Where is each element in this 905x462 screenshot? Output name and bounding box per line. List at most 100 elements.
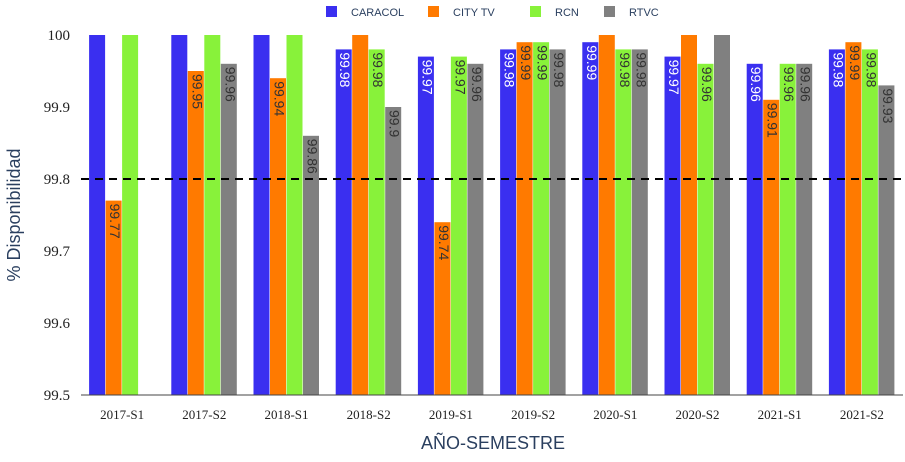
bar[interactable] xyxy=(204,35,221,395)
bar-data-label: 99.97 xyxy=(419,60,435,95)
y-tick-label: 99.9 xyxy=(44,100,70,116)
bar-data-label: 99.97 xyxy=(452,60,468,95)
bar[interactable] xyxy=(434,222,451,395)
x-tick-label: 2017-S1 xyxy=(100,407,144,422)
bar-data-label: 99.99 xyxy=(584,45,600,80)
bar[interactable] xyxy=(220,63,237,396)
legend-label: CITY TV xyxy=(453,7,495,19)
bar[interactable] xyxy=(303,135,319,396)
x-tick-label: 2019-S2 xyxy=(511,407,555,422)
bar[interactable] xyxy=(270,78,286,395)
bar-data-label: 99.96 xyxy=(222,67,238,102)
bar-data-label: 99.86 xyxy=(305,139,321,174)
bar-data-label: 99.93 xyxy=(880,88,896,123)
x-tick-label: 2021-S2 xyxy=(840,407,884,422)
bar-data-label: 99.99 xyxy=(847,45,863,80)
legend-label: CARACOL xyxy=(351,7,404,19)
bar[interactable] xyxy=(828,49,845,396)
y-tick-label: 99.8 xyxy=(44,172,70,188)
bar-data-label: 99.77 xyxy=(107,204,123,239)
bar[interactable] xyxy=(417,56,434,395)
bar[interactable] xyxy=(845,42,862,395)
bar-data-label: 99.98 xyxy=(502,52,518,87)
bar[interactable] xyxy=(598,35,615,395)
bar-data-label: 99.98 xyxy=(617,52,633,87)
bar-data-label: 99.96 xyxy=(781,67,797,102)
x-axis-title: AÑO-SEMESTRE xyxy=(421,432,565,453)
bar-data-label: 99.98 xyxy=(337,52,353,87)
legend-item[interactable]: RTVC xyxy=(604,6,659,19)
y-tick-label: 99.5 xyxy=(44,388,70,404)
legend-item[interactable]: CARACOL xyxy=(326,6,404,19)
bar-data-label: 99.96 xyxy=(469,67,485,102)
bar[interactable] xyxy=(664,56,681,395)
bar[interactable] xyxy=(105,200,122,395)
bar-data-label: 99.98 xyxy=(370,52,386,87)
bar-data-label: 99.96 xyxy=(699,67,715,102)
bar[interactable] xyxy=(89,35,106,395)
bar[interactable] xyxy=(779,63,796,396)
bar-data-label: 99.91 xyxy=(765,103,781,138)
x-tick-label: 2018-S1 xyxy=(264,407,308,422)
bar-data-label: 99.98 xyxy=(551,52,567,87)
x-tick-label: 2020-S2 xyxy=(675,407,719,422)
bar[interactable] xyxy=(697,63,714,396)
y-axis-title: % Disponibilidad xyxy=(4,148,24,281)
bar[interactable] xyxy=(286,35,303,395)
bar-data-label: 99.96 xyxy=(748,67,764,102)
x-tick-label: 2021-S1 xyxy=(758,407,802,422)
legend-item[interactable]: CITY TV xyxy=(428,6,495,19)
bar[interactable] xyxy=(122,35,139,395)
bar[interactable] xyxy=(631,49,648,396)
bar[interactable] xyxy=(861,49,878,396)
bar[interactable] xyxy=(714,35,730,395)
bar-data-label: 99.9 xyxy=(387,110,403,137)
y-tick-label: 99.6 xyxy=(44,316,71,332)
bar[interactable] xyxy=(763,99,780,396)
x-tick-label: 2017-S2 xyxy=(182,407,226,422)
legend-label: RTVC xyxy=(629,7,659,19)
x-tick-label: 2020-S1 xyxy=(593,407,637,422)
legend-item[interactable]: RCN xyxy=(530,6,579,19)
bar[interactable] xyxy=(171,35,188,395)
bar-data-label: 99.94 xyxy=(272,81,288,116)
bar[interactable] xyxy=(582,42,599,395)
y-tick-label: 100 xyxy=(48,28,71,44)
y-tick-label: 99.7 xyxy=(44,244,71,260)
bar[interactable] xyxy=(681,35,697,395)
bar[interactable] xyxy=(335,49,352,396)
legend-swatch xyxy=(530,6,541,17)
bar[interactable] xyxy=(187,71,204,395)
bar[interactable] xyxy=(516,42,533,395)
bar[interactable] xyxy=(796,63,813,396)
bar[interactable] xyxy=(878,85,895,396)
bar-data-label: 99.99 xyxy=(518,45,534,80)
bar-data-label: 99.98 xyxy=(830,52,846,87)
legend-swatch xyxy=(604,6,615,17)
bar-data-label: 99.95 xyxy=(189,74,205,109)
legend-swatch xyxy=(326,6,337,17)
legend-swatch xyxy=(428,6,439,17)
bar[interactable] xyxy=(549,49,566,396)
bar[interactable] xyxy=(533,42,550,395)
bar[interactable] xyxy=(450,56,467,395)
x-tick-label: 2019-S1 xyxy=(429,407,473,422)
bar[interactable] xyxy=(746,63,763,396)
bar[interactable] xyxy=(500,49,517,396)
bar-data-label: 99.74 xyxy=(436,225,452,260)
bar-data-label: 99.99 xyxy=(535,45,551,80)
x-axis: 2017-S1 2017-S2 2018-S1 2018-S2 2019-S1 2019-… xyxy=(81,394,903,422)
legend[interactable]: CARACOL CITY TV RCN RTVC xyxy=(326,6,659,19)
bar[interactable] xyxy=(467,63,484,396)
bar-data-label: 99.96 xyxy=(798,67,814,102)
x-tick-label: 2018-S2 xyxy=(347,407,391,422)
bar[interactable] xyxy=(253,35,270,395)
y-axis: 99.5 99.6 99.7 99.8 99.9 100 xyxy=(44,28,71,404)
legend-label: RCN xyxy=(555,7,579,19)
bar[interactable] xyxy=(615,49,632,396)
bar[interactable] xyxy=(368,49,385,396)
bar[interactable] xyxy=(352,35,369,395)
bar[interactable] xyxy=(385,107,402,395)
